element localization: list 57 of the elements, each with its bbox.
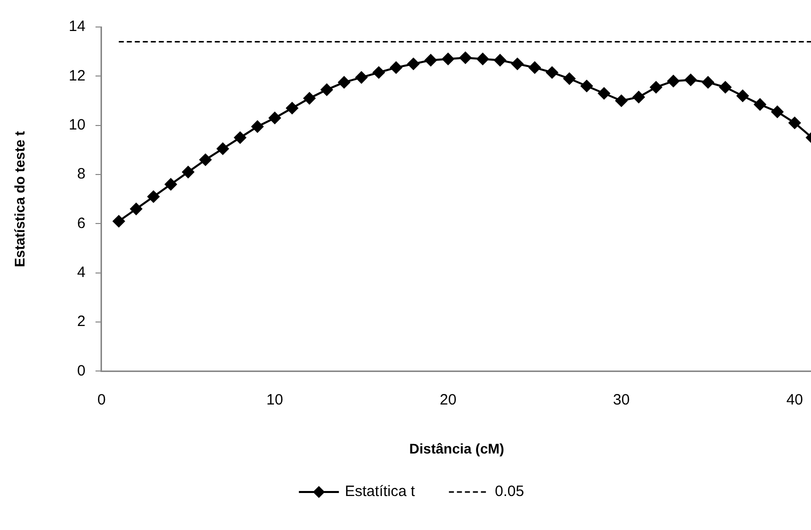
point	[320, 84, 333, 96]
point	[390, 62, 402, 74]
point	[424, 54, 437, 66]
legend-label: 0.05	[494, 483, 524, 500]
point	[251, 120, 264, 133]
point	[771, 106, 784, 118]
point	[303, 92, 316, 104]
y-tick-label: 10	[68, 116, 86, 134]
point	[130, 202, 142, 215]
point	[788, 116, 801, 129]
point	[338, 76, 350, 88]
y-tick-label: 2	[77, 313, 86, 330]
y-tick-label: 12	[68, 67, 86, 84]
point	[511, 58, 524, 70]
point	[650, 81, 662, 94]
point	[546, 66, 558, 78]
point	[199, 154, 212, 166]
point	[164, 178, 177, 190]
point	[563, 72, 576, 85]
point	[719, 81, 732, 94]
point	[182, 166, 194, 178]
point	[372, 66, 385, 78]
y-tick-label: 14	[68, 18, 86, 36]
point	[286, 102, 298, 114]
x-tick-label: 20	[440, 391, 456, 408]
point	[684, 74, 697, 86]
point	[667, 75, 680, 88]
point	[702, 76, 714, 88]
point	[407, 58, 420, 70]
point	[494, 54, 506, 66]
point	[234, 132, 246, 144]
x-tick-label: 30	[613, 391, 630, 408]
point	[754, 98, 766, 110]
y-tick-label: 0	[77, 362, 86, 380]
x-tick-label: 10	[266, 391, 284, 408]
y-tick-label: 6	[77, 214, 86, 232]
point	[442, 52, 454, 65]
x-axis-title: Distância (cM)	[409, 440, 504, 456]
y-tick-label: 4	[77, 264, 86, 281]
legend-label: Estatítica t	[344, 483, 416, 500]
point	[216, 142, 229, 155]
point	[268, 112, 281, 124]
point	[736, 90, 749, 102]
point	[632, 91, 645, 104]
point	[147, 190, 160, 203]
point	[476, 52, 489, 65]
point	[112, 215, 125, 228]
point	[615, 94, 628, 107]
x-tick-label: 0	[97, 391, 106, 408]
point	[355, 71, 368, 84]
point	[580, 80, 593, 92]
y-tick-label: 8	[77, 166, 86, 183]
x-tick-label: 40	[786, 391, 804, 408]
point	[528, 62, 541, 74]
y-axis-title: Estatística do teste t	[11, 130, 28, 268]
point	[598, 87, 610, 100]
point	[459, 52, 472, 64]
